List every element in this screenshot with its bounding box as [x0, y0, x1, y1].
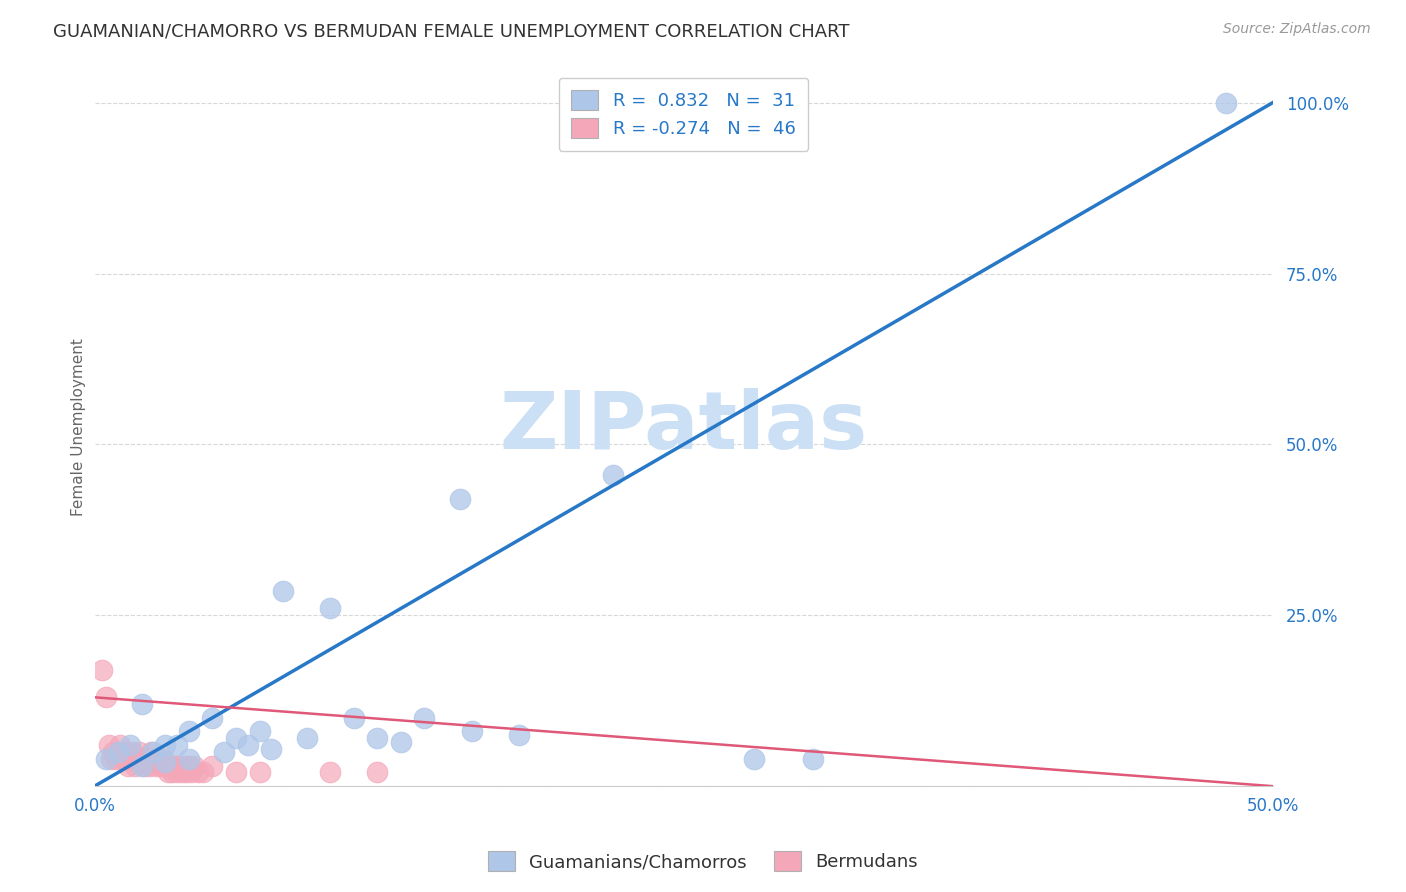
Point [169, 758, 191, 772]
Point [236, 738, 259, 752]
Point [201, 758, 224, 772]
Point [156, 765, 179, 780]
Point [162, 765, 184, 780]
Point [111, 752, 134, 766]
Point [1215, 95, 1237, 110]
Point [132, 758, 155, 772]
Point [249, 765, 271, 780]
Text: GUAMANIAN/CHAMORRO VS BERMUDAN FEMALE UNEMPLOYMENT CORRELATION CHART: GUAMANIAN/CHAMORRO VS BERMUDAN FEMALE UN… [53, 22, 851, 40]
Point [149, 758, 172, 772]
Point [801, 752, 824, 766]
Point [177, 724, 200, 739]
Point [90, 663, 112, 677]
Point [138, 758, 160, 772]
Legend: R =  0.832   N =  31, R = -0.274   N =  46: R = 0.832 N = 31, R = -0.274 N = 46 [558, 78, 808, 151]
Point [107, 745, 129, 759]
Point [225, 731, 247, 746]
Point [166, 765, 188, 780]
Point [142, 745, 165, 759]
Point [201, 711, 224, 725]
Point [460, 724, 482, 739]
Point [117, 758, 139, 772]
Point [135, 752, 157, 766]
Point [170, 765, 193, 780]
Point [131, 758, 153, 772]
Point [319, 765, 342, 780]
Point [225, 765, 247, 780]
Point [173, 758, 195, 772]
Point [155, 738, 177, 752]
Point [152, 752, 174, 766]
Point [319, 601, 342, 615]
Point [389, 735, 412, 749]
Point [131, 752, 153, 766]
Point [180, 765, 202, 780]
Point [110, 738, 132, 752]
Point [187, 765, 209, 780]
Point [295, 731, 318, 746]
Point [183, 758, 205, 772]
Point [163, 758, 186, 772]
Point [118, 752, 141, 766]
Text: Source: ZipAtlas.com: Source: ZipAtlas.com [1223, 22, 1371, 37]
Point [145, 758, 167, 772]
Point [139, 745, 162, 759]
Point [176, 765, 198, 780]
Point [118, 738, 141, 752]
Point [249, 724, 271, 739]
Point [260, 741, 283, 756]
Point [96, 690, 118, 705]
Point [124, 758, 146, 772]
Point [103, 745, 125, 759]
Point [449, 492, 471, 507]
Point [343, 711, 366, 725]
Point [155, 758, 177, 772]
Point [97, 738, 120, 752]
Point [166, 738, 188, 752]
Point [128, 745, 150, 759]
Point [366, 765, 388, 780]
Point [148, 752, 170, 766]
Point [366, 731, 388, 746]
Point [212, 745, 235, 759]
Point [177, 752, 200, 766]
Legend: Guamanians/Chamorros, Bermudans: Guamanians/Chamorros, Bermudans [481, 844, 925, 879]
Point [107, 745, 129, 759]
Text: ZIPatlas: ZIPatlas [499, 388, 868, 467]
Point [131, 697, 153, 711]
Point [96, 752, 118, 766]
Point [104, 752, 127, 766]
Point [155, 756, 177, 770]
Point [100, 752, 122, 766]
Point [191, 765, 214, 780]
Point [508, 728, 530, 742]
Point [177, 758, 200, 772]
Point [159, 758, 181, 772]
Point [125, 752, 148, 766]
Y-axis label: Female Unemployment: Female Unemployment [72, 338, 86, 516]
Point [121, 745, 143, 759]
Point [142, 752, 165, 766]
Point [413, 711, 436, 725]
Point [602, 468, 624, 483]
Point [742, 752, 765, 766]
Point [114, 745, 136, 759]
Point [271, 584, 294, 599]
